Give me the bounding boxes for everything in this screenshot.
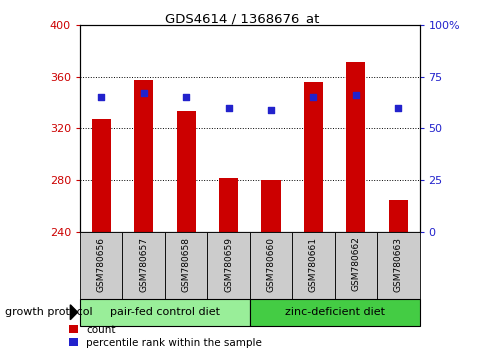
Bar — [388, 200, 407, 232]
Bar — [165, 232, 207, 299]
Bar — [261, 180, 280, 232]
Point — [267, 107, 274, 113]
Text: GSM780656: GSM780656 — [96, 236, 106, 292]
Bar — [176, 112, 195, 232]
Bar — [303, 82, 322, 232]
Bar — [291, 232, 334, 299]
Text: growth protocol: growth protocol — [5, 307, 92, 317]
Bar — [91, 119, 110, 232]
Text: GSM780658: GSM780658 — [181, 236, 190, 292]
Bar — [207, 232, 249, 299]
Point — [224, 105, 232, 110]
Legend: count, percentile rank within the sample: count, percentile rank within the sample — [68, 324, 262, 349]
Bar — [122, 232, 165, 299]
Text: GSM780659: GSM780659 — [224, 236, 233, 292]
Text: zinc-deficient diet: zinc-deficient diet — [284, 307, 384, 318]
Bar — [249, 232, 291, 299]
Bar — [334, 232, 377, 299]
Point — [139, 90, 147, 96]
Bar — [80, 232, 122, 299]
Polygon shape — [70, 305, 77, 320]
Bar — [219, 177, 238, 232]
Text: GSM780657: GSM780657 — [139, 236, 148, 292]
Text: GSM780661: GSM780661 — [308, 236, 318, 292]
Point — [351, 92, 359, 98]
Bar — [80, 299, 249, 326]
Point — [393, 105, 401, 110]
Bar — [249, 299, 419, 326]
Point — [309, 95, 317, 100]
Bar — [346, 62, 364, 232]
Bar — [376, 232, 419, 299]
Point — [182, 95, 190, 100]
Text: GSM780663: GSM780663 — [393, 236, 402, 292]
Bar — [134, 80, 153, 232]
Text: pair-fed control diet: pair-fed control diet — [110, 307, 219, 318]
Point — [97, 95, 105, 100]
Text: GDS4614 / 1368676_at: GDS4614 / 1368676_at — [165, 12, 319, 25]
Text: GSM780660: GSM780660 — [266, 236, 275, 292]
Text: GSM780662: GSM780662 — [350, 236, 360, 291]
